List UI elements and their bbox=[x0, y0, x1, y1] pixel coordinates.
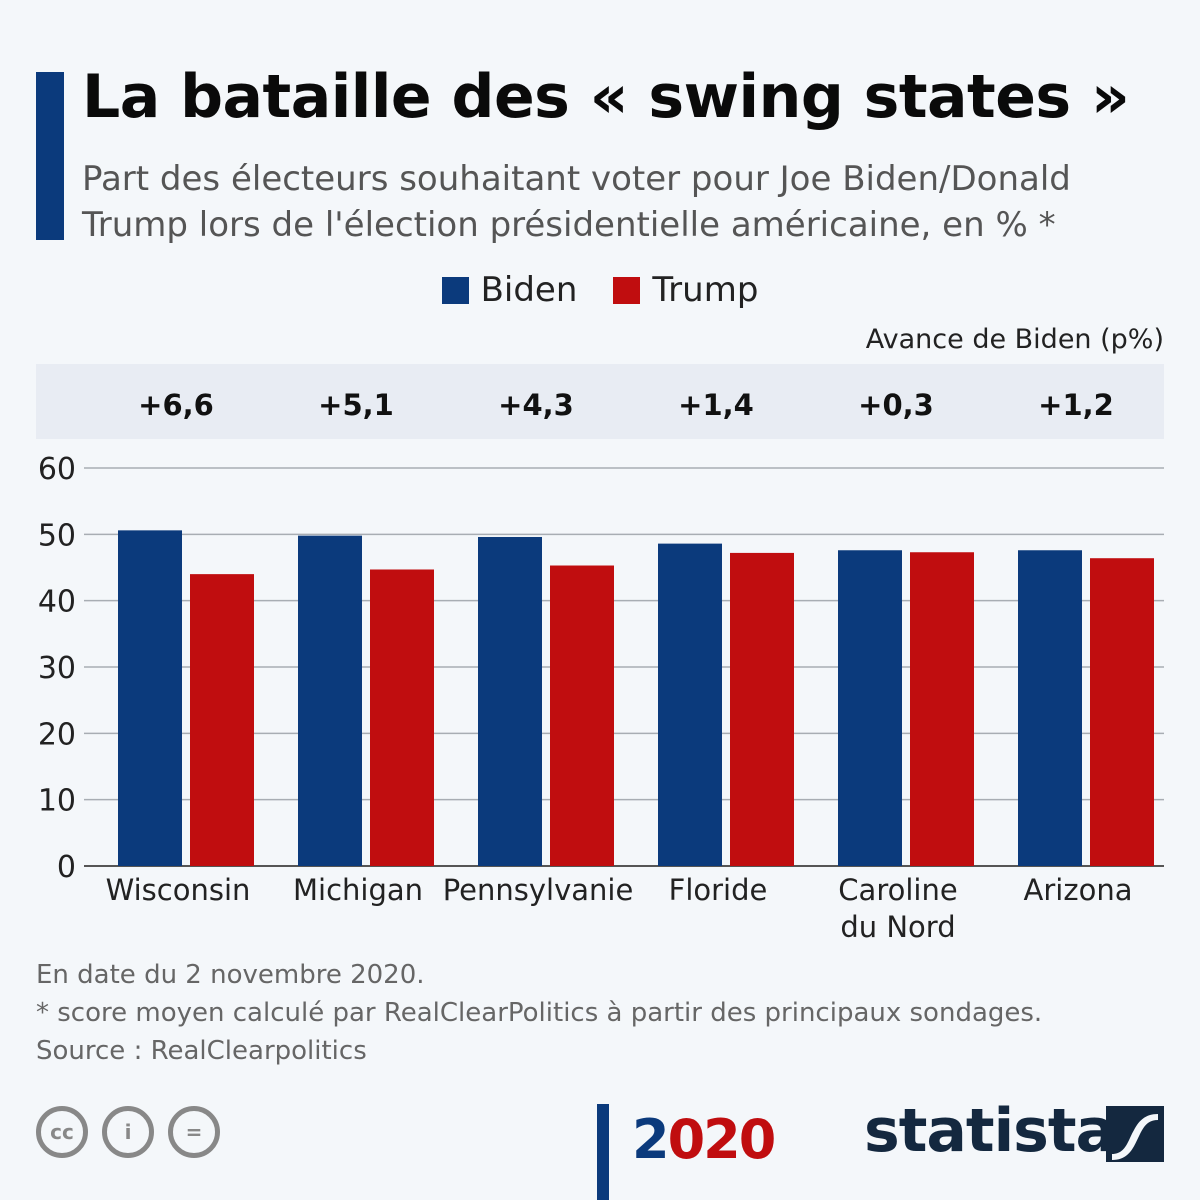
note-date: En date du 2 novembre 2020. bbox=[36, 960, 425, 990]
no-derivatives-icon[interactable]: = bbox=[168, 1106, 220, 1158]
brand-accent-bar bbox=[597, 1104, 609, 1200]
legend-item-biden: Biden bbox=[441, 270, 578, 310]
legend-swatch-biden bbox=[441, 276, 469, 304]
y-tick-label: 60 bbox=[38, 452, 76, 487]
lead-value: +0,3 bbox=[858, 388, 934, 422]
note-source: Source : RealClearpolitics bbox=[36, 1036, 367, 1066]
notes: En date du 2 novembre 2020. * score moye… bbox=[36, 956, 1042, 1070]
y-tick-label: 20 bbox=[38, 717, 76, 752]
bar-biden bbox=[298, 535, 362, 866]
chart-subtitle: Part des électeurs souhaitant voter pour… bbox=[82, 159, 1071, 245]
lead-value: +1,4 bbox=[678, 388, 754, 422]
x-tick-label: Michigan bbox=[293, 873, 423, 907]
title-accent-bar bbox=[36, 72, 64, 240]
bar-biden bbox=[838, 550, 902, 866]
lead-value: +1,2 bbox=[1038, 388, 1114, 422]
cc-icon[interactable]: cc bbox=[36, 1106, 88, 1158]
x-tick-label: du Nord bbox=[840, 910, 955, 944]
lead-value: +6,6 bbox=[138, 388, 214, 422]
lead-value: +5,1 bbox=[318, 388, 394, 422]
legend-label-trump: Trump bbox=[652, 270, 759, 310]
note-footnote: * score moyen calculé par RealClearPolit… bbox=[36, 998, 1043, 1028]
flag-digit-icon: 0 bbox=[738, 1108, 777, 1171]
license-icons: cc i = bbox=[36, 1106, 220, 1158]
bar-biden bbox=[118, 530, 182, 866]
lead-band bbox=[36, 364, 1164, 439]
legend: Biden Trump bbox=[0, 270, 1200, 310]
attribution-icon[interactable]: i bbox=[102, 1106, 154, 1158]
bar-trump bbox=[730, 552, 794, 866]
bar-biden bbox=[1018, 550, 1082, 866]
bar-chart: 0 10 20 30 40 50 60 Wisconsin Michigan Pennsylvan… bbox=[38, 452, 1164, 944]
flag-digit-icon: 0 bbox=[667, 1108, 706, 1171]
x-tick-label: Pennsylvanie bbox=[443, 873, 634, 907]
year-digit: 2 bbox=[632, 1108, 670, 1171]
x-tick-label: Floride bbox=[669, 873, 768, 907]
bar-trump bbox=[550, 565, 614, 866]
election-2020-logo: 2020 bbox=[632, 1108, 777, 1171]
lead-value: +4,3 bbox=[498, 388, 574, 422]
year-digit: 2 bbox=[703, 1108, 741, 1171]
x-tick-label: Caroline bbox=[838, 873, 957, 907]
legend-label-biden: Biden bbox=[480, 270, 578, 310]
bar-trump bbox=[370, 569, 434, 866]
statista-logo-icon[interactable] bbox=[1106, 1106, 1164, 1162]
lead-caption: Avance de Biden (p%) bbox=[865, 324, 1164, 355]
y-tick-label: 0 bbox=[57, 850, 76, 885]
bar-trump bbox=[910, 552, 974, 866]
statista-wordmark[interactable]: statista bbox=[864, 1096, 1116, 1166]
y-tick-label: 10 bbox=[38, 784, 76, 819]
bar-trump bbox=[190, 574, 254, 866]
y-tick-label: 40 bbox=[38, 585, 76, 620]
y-tick-label: 50 bbox=[38, 518, 76, 553]
legend-item-trump: Trump bbox=[613, 270, 758, 310]
legend-swatch-trump bbox=[613, 276, 641, 304]
y-tick-label: 30 bbox=[38, 651, 76, 686]
x-tick-label: Wisconsin bbox=[106, 873, 251, 907]
bar-trump bbox=[1090, 558, 1154, 866]
x-tick-label: Arizona bbox=[1024, 873, 1133, 907]
bar-biden bbox=[478, 536, 542, 866]
chart-title: La bataille des « swing states » bbox=[82, 62, 1130, 132]
bar-biden bbox=[658, 543, 722, 866]
